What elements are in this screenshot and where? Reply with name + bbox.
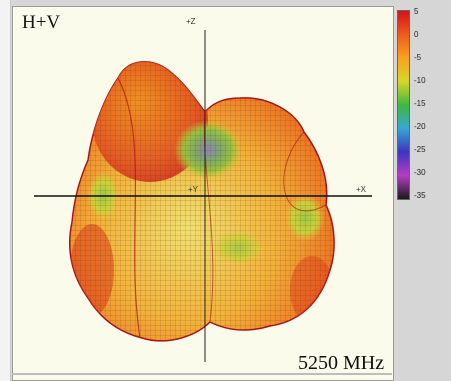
z-axis-label: +Z [186,17,196,26]
colorbar-tick-label: 0 [414,30,419,39]
chart-title: H+V [22,12,61,33]
window-edge-strip [0,0,11,381]
x-axis-label: +X [356,185,367,194]
y-axis-label: +Y [188,185,199,194]
colorbar-tick-label: -35 [414,191,426,200]
colorbar-tick-label: -25 [414,145,426,154]
colorbar-tick-label: -15 [414,99,426,108]
colorbar-tick-label: -20 [414,122,426,131]
frequency-label: 5250 MHz [298,352,385,374]
colorbar-tick-label: -30 [414,168,426,177]
colorbar-tick-label: -5 [414,53,422,62]
frame-bottom-edge [12,373,392,375]
colorbar-legend [397,10,410,200]
colorbar-tick-label: -10 [414,76,426,85]
colorbar-tick-label: 5 [414,7,419,16]
